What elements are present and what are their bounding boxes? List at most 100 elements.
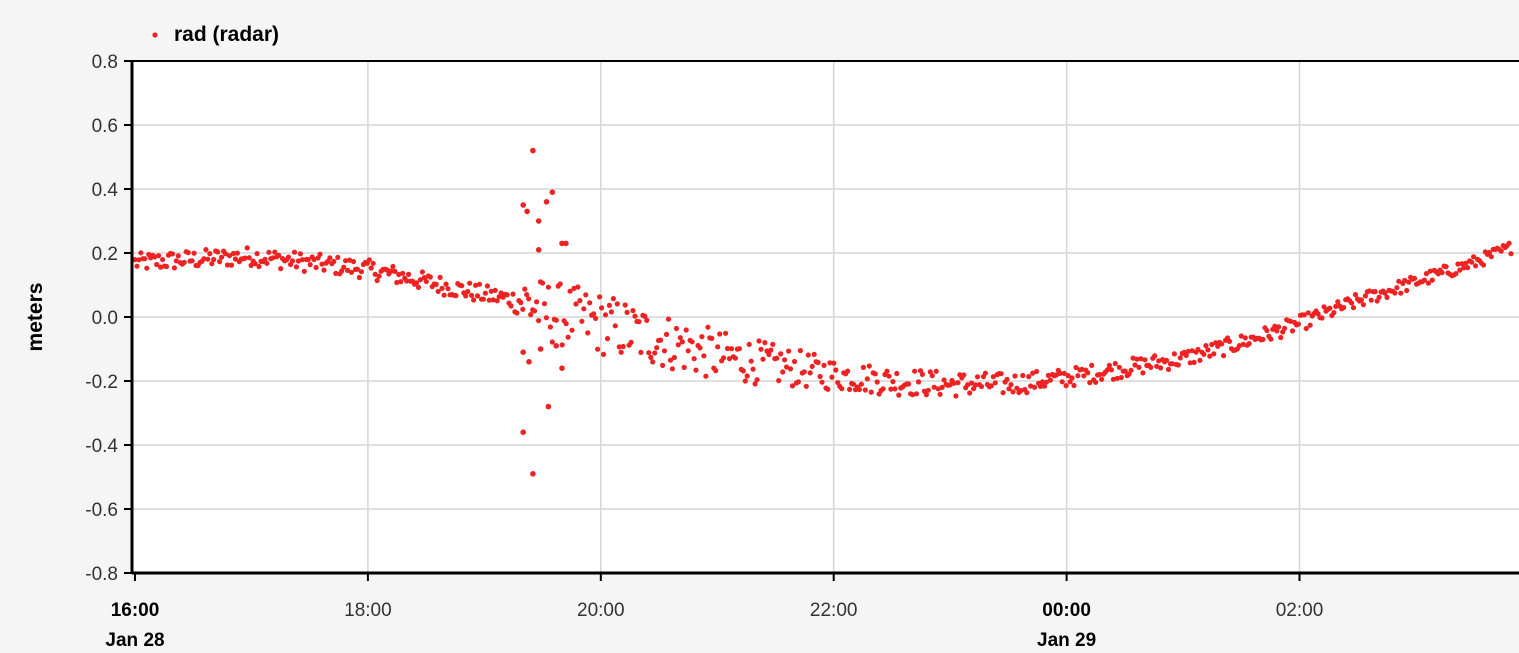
data-point <box>872 371 878 377</box>
data-point <box>327 255 333 261</box>
data-point <box>774 355 780 361</box>
data-point <box>1396 278 1402 284</box>
data-point <box>602 312 609 318</box>
data-point <box>459 283 465 289</box>
data-point <box>522 286 528 292</box>
data-point <box>341 264 347 270</box>
data-point <box>748 358 754 364</box>
data-point <box>156 253 162 259</box>
data-point <box>370 260 376 266</box>
data-point <box>1122 368 1128 374</box>
data-point <box>1480 262 1487 268</box>
data-point <box>758 346 764 352</box>
data-point <box>488 288 494 294</box>
data-point <box>132 257 138 263</box>
data-point <box>929 373 935 379</box>
data-point <box>545 284 552 290</box>
data-point <box>1236 343 1242 349</box>
data-point <box>1303 325 1309 332</box>
data-point <box>632 313 638 319</box>
data-point <box>301 268 307 274</box>
data-point <box>728 346 735 352</box>
data-point <box>1240 341 1246 347</box>
data-point <box>1392 290 1398 296</box>
data-point <box>1205 347 1211 353</box>
data-point <box>1315 311 1321 317</box>
data-point <box>223 251 229 257</box>
data-point <box>850 381 857 387</box>
data-point <box>400 270 406 276</box>
data-point <box>226 253 233 259</box>
legend-entry-rad-radar: rad (radar) <box>174 23 279 46</box>
legend-marker-dot <box>152 32 158 38</box>
data-point <box>587 300 593 306</box>
data-point <box>163 263 170 270</box>
data-point <box>786 348 792 354</box>
data-point <box>201 256 207 262</box>
data-point <box>1443 264 1449 270</box>
data-point <box>1081 373 1087 379</box>
data-point <box>398 279 404 285</box>
data-point <box>1041 383 1048 389</box>
data-point <box>313 264 319 271</box>
y-tick-label: 0.2 <box>92 244 118 265</box>
data-point <box>776 378 782 384</box>
data-point <box>736 346 743 352</box>
data-point <box>750 366 756 372</box>
data-point <box>1488 254 1494 260</box>
data-point <box>896 392 902 398</box>
data-point <box>575 284 581 290</box>
data-point <box>858 381 865 387</box>
data-point <box>941 377 947 383</box>
data-point <box>1349 300 1355 306</box>
data-point <box>618 349 624 355</box>
data-point <box>569 327 575 333</box>
data-point <box>744 373 750 379</box>
data-point <box>595 346 601 352</box>
data-point <box>665 316 672 322</box>
y-tick-label: -0.8 <box>85 564 118 585</box>
data-point <box>317 251 323 257</box>
data-point <box>1030 370 1036 376</box>
data-point <box>392 268 398 274</box>
data-point <box>469 292 475 298</box>
data-point <box>289 258 296 264</box>
data-point <box>299 257 305 263</box>
data-point <box>616 344 622 350</box>
data-point <box>144 265 150 271</box>
data-point <box>671 354 678 361</box>
data-point <box>892 386 898 392</box>
data-point <box>559 342 565 348</box>
data-point <box>1132 362 1138 368</box>
x-tick-label: 00:00 <box>1042 600 1091 621</box>
data-point <box>311 256 317 263</box>
axes <box>124 60 1519 581</box>
data-point <box>484 283 490 289</box>
data-point <box>264 260 270 266</box>
data-point <box>1268 336 1274 342</box>
y-axis-title: meters <box>24 283 47 352</box>
data-point <box>181 259 187 265</box>
data-point <box>683 327 689 333</box>
data-point <box>890 379 896 385</box>
data-point <box>526 296 532 302</box>
data-point <box>581 306 587 312</box>
data-point <box>230 250 236 257</box>
data-point <box>679 339 685 345</box>
data-point <box>795 379 802 385</box>
data-point <box>307 262 313 268</box>
y-tick-labels: 0.8 0.6 0.4 0.2 0.0 -0.2 -0.4 -0.6 -0.8 <box>85 52 118 585</box>
data-point <box>1163 357 1170 363</box>
grid-lines <box>132 61 1519 573</box>
data-point <box>557 281 563 287</box>
data-point <box>782 357 788 363</box>
data-point <box>1352 292 1359 298</box>
data-point <box>819 379 825 385</box>
data-point <box>1260 336 1266 342</box>
data-point <box>1099 376 1105 382</box>
data-point <box>713 368 719 374</box>
data-point <box>1465 265 1471 271</box>
data-point-outlier <box>520 202 526 208</box>
data-point <box>982 370 989 376</box>
data-point <box>1134 356 1140 362</box>
